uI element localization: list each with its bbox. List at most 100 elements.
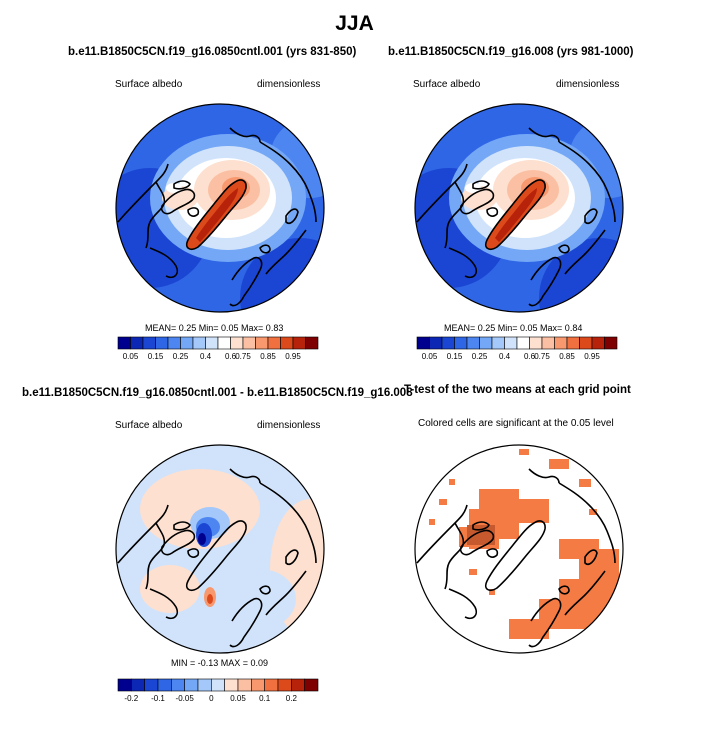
panel2-stats: MEAN= 0.25 Min= 0.05 Max= 0.84 xyxy=(444,323,583,333)
panel1-stats: MEAN= 0.25 Min= 0.05 Max= 0.83 xyxy=(145,323,284,333)
panel1-colorbar-swatch xyxy=(180,336,194,350)
panel3-colorbar-tick-label: -0.05 xyxy=(176,694,195,703)
coastline-eurasia xyxy=(259,482,317,616)
coastline-eurasia xyxy=(259,141,317,275)
coastline-svalbard xyxy=(558,585,570,595)
coastline-novaya xyxy=(584,208,598,225)
panel3-colorbar-swatch xyxy=(264,678,279,692)
panel2-colorbar-tick-label: 0.15 xyxy=(447,352,463,361)
panel2-colorbar-tick-label: 0.05 xyxy=(422,352,438,361)
panel3-colorbar-tick-label: -0.1 xyxy=(151,694,165,703)
coastline-northAmerica xyxy=(117,504,169,590)
panel1-colorbar-swatch xyxy=(292,336,306,350)
panel1-colorbar-swatch xyxy=(255,336,269,350)
panel2-colorbar-swatch xyxy=(416,336,430,350)
coastline-alaska xyxy=(229,127,261,143)
panel1-colorbar-swatch xyxy=(217,336,231,350)
panel3-colorbar-swatch xyxy=(237,678,252,692)
map-field xyxy=(116,445,324,653)
map-field xyxy=(415,445,623,653)
coastline-alaska xyxy=(229,468,261,484)
coastline-eurasia xyxy=(558,141,616,275)
panel3-colorbar-swatch xyxy=(117,678,132,692)
coastline-novaya xyxy=(584,549,598,566)
panel3-colorbar-swatch xyxy=(224,678,239,692)
panel2-polar-map xyxy=(414,103,624,313)
panel2-colorbar-swatch xyxy=(504,336,518,350)
field-positive xyxy=(140,565,200,613)
panel3-stats: MIN = -0.13 MAX = 0.09 xyxy=(171,658,269,668)
panel2-colorbar-tick-label: 0.4 xyxy=(499,352,511,361)
panel3-colorbar-swatch xyxy=(251,678,265,692)
panel3-colorbar-swatch xyxy=(171,678,185,692)
panel1-colorbar-swatch xyxy=(142,336,156,350)
panel1-left-label: Surface albedo xyxy=(115,79,183,90)
significant-cell xyxy=(469,569,477,575)
coastline-scandinavia xyxy=(528,597,562,648)
coastline-hudson xyxy=(448,247,478,279)
panel1-colorbar-swatch xyxy=(267,336,281,350)
panel1-right-label: dimensionless xyxy=(257,79,321,90)
panel1-colorbar-swatch xyxy=(192,336,206,350)
panel1-colorbar-tick-label: 0.25 xyxy=(173,352,189,361)
panel3-colorbar-tick-label: 0.2 xyxy=(286,694,298,703)
panel3-colorbar-swatch xyxy=(197,678,212,692)
coastline-northAmerica xyxy=(416,163,468,249)
panel3-colorbar-tick-label: -0.2 xyxy=(124,694,138,703)
panel1-colorbar-tick-label: 0.6 xyxy=(225,352,237,361)
panel2-colorbar-swatch xyxy=(579,336,593,350)
panel2-title: b.e11.B1850C5CN.f19_g16.008 (yrs 981-100… xyxy=(388,46,634,58)
panel1-colorbar-tick-label: 0.4 xyxy=(200,352,212,361)
panel1-colorbar-swatch xyxy=(205,336,219,350)
coastline-alaska xyxy=(528,468,560,484)
panel3-colorbar-swatch xyxy=(157,678,172,692)
panel1-colorbar-tick-label: 0.75 xyxy=(235,352,251,361)
panel3-right-label: dimensionless xyxy=(257,420,321,431)
panel2-colorbar-tick-label: 0.6 xyxy=(524,352,536,361)
significant-cell xyxy=(589,509,597,515)
coastline-canadaArch xyxy=(160,180,200,217)
panel2-colorbar-swatch xyxy=(604,336,618,350)
significant-cell xyxy=(429,519,435,525)
coastline-hudson xyxy=(149,588,179,620)
field-negative xyxy=(224,569,296,629)
panel2-colorbar-swatch xyxy=(491,336,505,350)
coastline-northAmerica xyxy=(117,163,169,249)
panel4-subtitle: Colored cells are significant at the 0.0… xyxy=(418,418,614,429)
significant-cell xyxy=(449,479,455,485)
panel3-title: b.e11.B1850C5CN.f19_g16.0850cntl.001 - b… xyxy=(22,387,413,399)
panel2-colorbar: 0.05 0.15 0.25 0.4 0.6 0.75 0.85 0.95 xyxy=(416,336,618,361)
panel1-colorbar-tick-label: 0.15 xyxy=(148,352,164,361)
panel1-colorbar-tick-label: 0.95 xyxy=(285,352,301,361)
panel1-colorbar-swatch xyxy=(280,336,294,350)
panel2-colorbar-swatch xyxy=(566,336,580,350)
coastline-canadaArch xyxy=(459,521,499,558)
coastline-svalbard xyxy=(259,585,271,595)
panel1-colorbar-swatch xyxy=(130,336,144,350)
coastline-canadaArch xyxy=(160,521,200,558)
panel3-colorbar-swatch xyxy=(131,678,145,692)
panel2-colorbar-swatch xyxy=(441,336,455,350)
panel2-colorbar-swatch xyxy=(541,336,555,350)
panel2-colorbar-swatch xyxy=(454,336,468,350)
coastline-hudson xyxy=(448,588,478,620)
field-greenland-core xyxy=(495,188,537,242)
field-positive xyxy=(140,469,260,549)
significant-cell xyxy=(549,459,569,469)
significant-cell xyxy=(489,589,495,595)
panel1-colorbar-swatch xyxy=(305,336,319,350)
map-border xyxy=(115,444,325,654)
map-field xyxy=(415,104,623,312)
panel2-left-label: Surface albedo xyxy=(413,79,481,90)
panel3-left-label: Surface albedo xyxy=(115,420,183,431)
coastline-greenland xyxy=(484,520,546,591)
panel1-colorbar-tick-label: 0.05 xyxy=(123,352,139,361)
field-negative-peak xyxy=(198,533,206,545)
coastline-scandinavia xyxy=(229,597,263,648)
panel1-colorbar: 0.05 0.15 0.25 0.4 0.6 0.75 0.85 0.95 xyxy=(117,336,319,361)
panel1-colorbar-swatch xyxy=(242,336,256,350)
panel3-colorbar-swatch xyxy=(277,678,292,692)
map-border xyxy=(414,103,624,313)
panel1-colorbar-swatch xyxy=(155,336,169,350)
significant-cell xyxy=(519,449,529,455)
